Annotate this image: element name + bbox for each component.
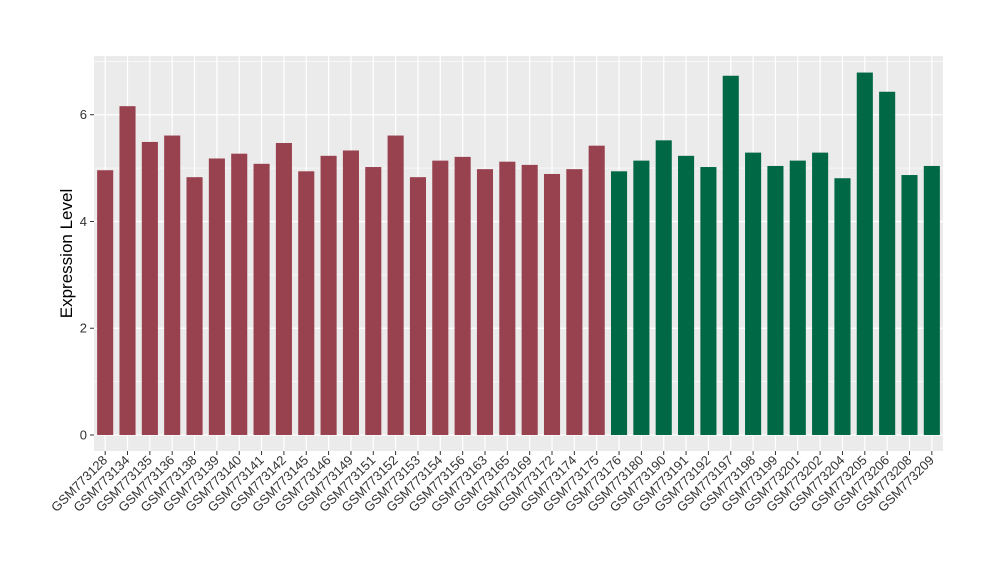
bar-GSM773146 [320, 155, 337, 435]
y-tick-label: 4 [80, 214, 87, 229]
bar-GSM773202 [812, 152, 829, 435]
bar-GSM773191 [678, 155, 695, 435]
bar-GSM773206 [879, 91, 896, 435]
bar-GSM773138 [186, 177, 203, 435]
bar-GSM773139 [208, 158, 225, 435]
y-tick-label: 6 [80, 107, 87, 122]
bar-GSM773128 [97, 170, 114, 435]
bar-GSM773153 [409, 177, 427, 435]
bar-GSM773136 [164, 135, 181, 435]
bar-GSM773180 [633, 160, 650, 435]
bar-GSM773176 [610, 171, 628, 435]
bar-GSM773149 [342, 150, 359, 435]
bar-GSM773172 [543, 173, 561, 435]
y-axis-title: Expression Level [57, 189, 76, 318]
bar-GSM773190 [655, 140, 672, 435]
bar-GSM773152 [387, 135, 404, 435]
bar-GSM773163 [476, 169, 494, 435]
bar-GSM773151 [365, 167, 382, 435]
bar-GSM773175 [588, 145, 605, 435]
y-tick-label: 2 [80, 321, 87, 336]
bar-GSM773208 [901, 175, 918, 435]
bar-GSM773199 [767, 165, 784, 435]
bar-GSM773140 [231, 153, 248, 435]
bar-GSM773205 [856, 72, 873, 435]
bar-GSM773169 [521, 164, 538, 435]
bar-GSM773135 [141, 141, 158, 435]
bar-GSM773134 [119, 106, 136, 435]
y-axis: 0 2 4 6 [80, 107, 94, 442]
bar-GSM773209 [923, 165, 940, 435]
bars [97, 72, 940, 435]
bar-GSM773204 [834, 178, 851, 435]
x-axis: GSM773128GSM773134GSM773135GSM773136GSM7… [48, 451, 937, 515]
bar-GSM773141 [253, 163, 270, 435]
bar-GSM773142 [275, 143, 292, 435]
bar-GSM773197 [722, 75, 739, 435]
bar-GSM773192 [700, 167, 717, 435]
bar-GSM773198 [745, 152, 762, 435]
bar-GSM773156 [454, 156, 471, 435]
bar-GSM773154 [432, 160, 449, 435]
y-tick-label: 0 [80, 427, 87, 442]
bar-GSM773165 [499, 161, 516, 435]
bar-GSM773145 [298, 171, 315, 435]
bar-GSM773201 [789, 160, 806, 435]
bar-GSM773174 [566, 169, 583, 435]
